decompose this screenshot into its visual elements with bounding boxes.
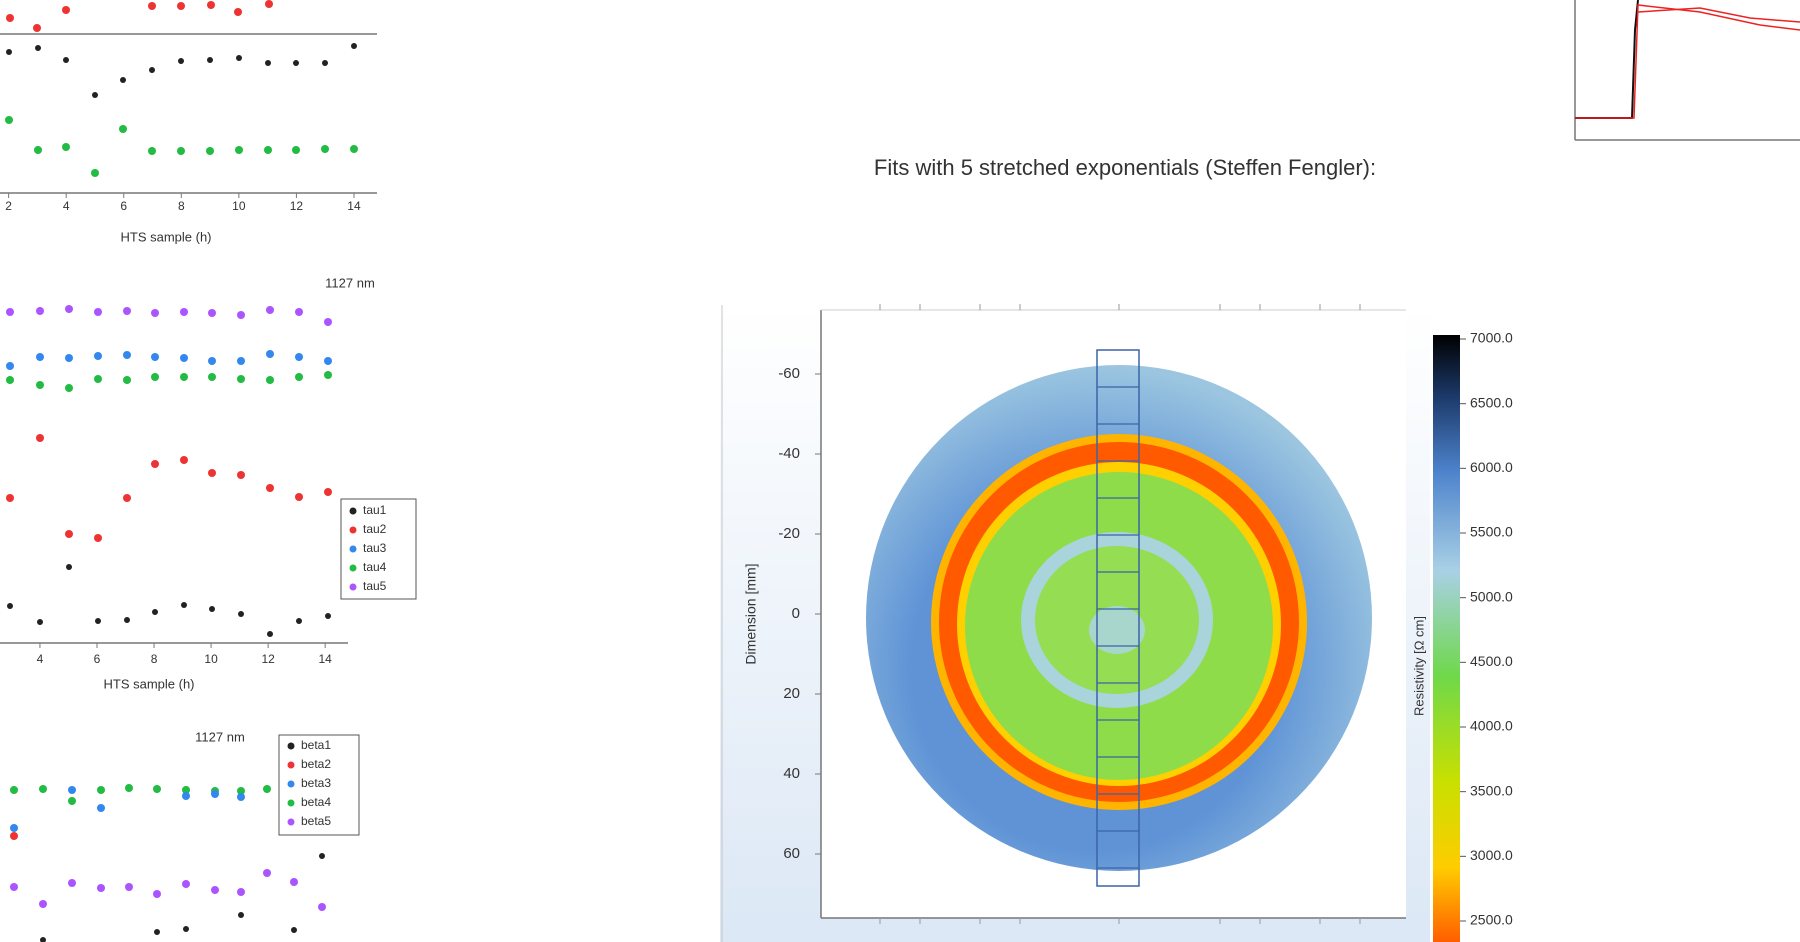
colorbar-tick-label: 5000.0: [1470, 588, 1513, 604]
legend-marker: [287, 742, 295, 750]
points: [40, 853, 325, 942]
points: [10, 869, 326, 911]
points: [6, 371, 332, 392]
x-tick-label: 4: [63, 199, 70, 213]
heading: Fits with 5 stretched exponentials (Stef…: [874, 155, 1376, 180]
top-right-chart: [1574, 0, 1800, 141]
points: [6, 434, 332, 542]
legend-marker: [287, 761, 295, 769]
colorbar-tick-label: 7000.0: [1470, 330, 1513, 346]
colorbar-tick-label: 5500.0: [1470, 524, 1513, 540]
legend-label: beta1: [301, 738, 331, 752]
points: [6, 0, 273, 32]
x-tick-label: 2: [5, 199, 12, 213]
points: [10, 832, 18, 840]
x-axis-label: HTS sample (h): [103, 676, 194, 691]
curve: [1575, 0, 1639, 119]
y-tick-label: 60: [783, 845, 800, 862]
x-tick-label: 14: [347, 199, 361, 213]
y-tick-label: 40: [783, 765, 800, 782]
legend-marker: [287, 818, 295, 826]
left-figure-3: 1127 nm beta1 beta2 beta3 beta4 beta5: [10, 729, 360, 942]
y-tick-label: -20: [778, 525, 800, 542]
legend-marker: [349, 583, 357, 591]
x-tick-label: 8: [151, 652, 158, 666]
x-tick-label: 6: [120, 199, 127, 213]
x-tick-label: 10: [232, 199, 246, 213]
y-axis-label: Dimension [mm]: [743, 563, 759, 664]
legend-label: beta2: [301, 757, 331, 771]
x-tick-label: 10: [204, 652, 218, 666]
curve: [1637, 7, 1800, 23]
legend: beta1 beta2 beta3 beta4 beta5: [287, 738, 331, 828]
colorbar-tick-label: 3500.0: [1470, 782, 1513, 798]
ring: [1089, 606, 1145, 654]
wafer-map: -60 -40 -20 0 20 40 60 7000.0 6500.0 6000.0 5500.0…: [720, 304, 1513, 942]
legend-label: tau2: [363, 522, 387, 536]
points: [6, 350, 332, 370]
curve: [1575, 4, 1800, 119]
legend: tau1 tau2 tau3 tau4 tau5: [349, 503, 387, 593]
left-figure-2: 1127 nm tau1 tau2 tau3 tau4 tau5 HTS sample …: [0, 275, 417, 691]
figure-title: 1127 nm: [195, 729, 245, 744]
colorbar-tick-label: 3000.0: [1470, 847, 1513, 863]
y-tick-label: -40: [778, 445, 800, 462]
measurement-strip: [1096, 349, 1140, 887]
points: [10, 786, 245, 832]
legend-label: beta5: [301, 814, 331, 828]
y-tick-label: 0: [792, 605, 800, 622]
x-tick-label: 8: [178, 199, 185, 213]
points: [7, 564, 331, 637]
figure-title: 1127 nm: [325, 275, 375, 290]
legend-label: tau1: [363, 503, 387, 517]
legend-marker: [349, 526, 357, 534]
x-tick-label: 6: [94, 652, 101, 666]
points: [10, 784, 271, 805]
colorbar-tick-label: 2500.0: [1470, 912, 1513, 928]
legend-label: tau4: [363, 560, 387, 574]
colorbar-tick-label: 6000.0: [1470, 459, 1513, 475]
legend-label: tau3: [363, 541, 387, 555]
y-tick-label: 20: [783, 685, 800, 702]
x-tick-label: 14: [319, 652, 333, 666]
y-tick-label: -60: [778, 365, 800, 382]
legend-label: beta3: [301, 776, 331, 790]
x-tick-label: 12: [261, 652, 275, 666]
points: [5, 116, 358, 177]
legend-marker: [349, 564, 357, 572]
colorbar-label: Resistivity [Ω cm]: [1411, 616, 1426, 716]
legend-marker: [287, 799, 295, 807]
colorbar-tick-label: 6500.0: [1470, 394, 1513, 410]
legend-label: tau5: [363, 579, 387, 593]
colorbar-tick-label: 4000.0: [1470, 718, 1513, 734]
legend-marker: [349, 507, 357, 515]
points: [6, 43, 357, 98]
x-tick-label: 12: [290, 199, 304, 213]
legend-marker: [349, 545, 357, 553]
legend-label: beta4: [301, 795, 331, 809]
colorbar-tick-label: 4500.0: [1470, 653, 1513, 669]
colorbar: [1433, 335, 1460, 942]
points: [6, 305, 332, 326]
legend-marker: [287, 780, 295, 788]
x-tick-label: 4: [37, 652, 44, 666]
x-axis-label: HTS sample (h): [120, 229, 211, 244]
left-figure-1: HTS sample (h): [0, 0, 377, 244]
